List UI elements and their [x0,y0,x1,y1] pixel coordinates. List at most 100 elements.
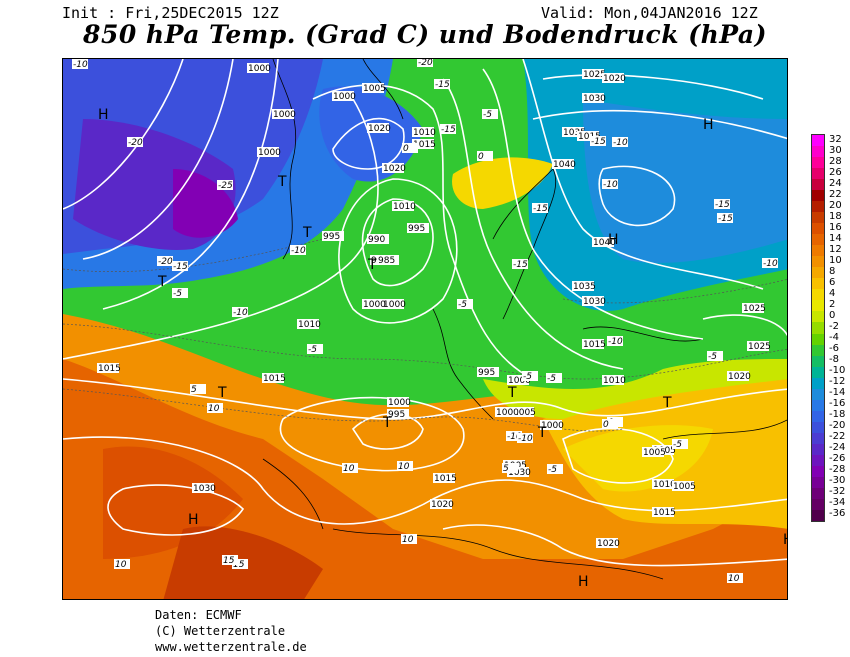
low-pressure-marker: T [537,425,547,441]
temp-label-bg [172,288,188,298]
pressure-label-bg [367,234,389,244]
legend-label: 26 [829,166,842,178]
pressure-label: 1000 [248,64,271,74]
temp-label-bg [72,59,88,69]
pressure-label: 1040 [553,160,576,170]
legend-label: 2 [829,298,836,310]
legend-label: -10 [829,365,846,377]
pressure-label-bg [412,139,434,149]
legend-swatch [812,322,824,334]
pressure-label-bg [540,420,562,430]
pressure-label: 1015 [98,364,121,374]
pressure-label-bg [562,127,584,137]
pressure-label: 1030 [508,468,531,478]
map-title: 850 hPa Temp. (Grad C) und Bodendruck (h… [83,20,767,49]
pressure-label-bg [602,375,624,385]
pressure-label-bg [430,499,452,509]
temp-label-bg [114,559,130,569]
legend-swatch [812,476,824,489]
pressure-label-bg [592,237,614,247]
temperature-label: 0 [603,420,609,430]
temp-label-bg [517,433,533,443]
temp-label-bg [707,351,723,361]
pressure-label: 1000 [333,92,356,102]
temperature-label: -15 [718,214,733,224]
temp-label-bg [477,151,493,161]
pressure-label: 995 [323,232,340,242]
legend-swatch [812,498,824,511]
legend-label: 6 [829,276,836,288]
legend-swatch [812,432,824,445]
temperature-label: 10 [402,535,414,545]
coastlines [262,59,787,580]
temp-label-bg [532,203,548,213]
pressure-label-bg [596,538,618,548]
pressure-label: 1010 [413,128,436,138]
temp-label-bg [157,256,173,266]
pressure-label: 1020 [597,539,620,549]
temp-label-bg [217,180,233,190]
legend-swatch [812,278,824,290]
high-pressure-marker: H [578,574,589,590]
temp-label-bg [546,373,562,383]
credit-copyright: (C) Wetterzentrale [155,624,286,638]
pressure-label-bg [382,299,404,309]
temperature-label: 5 [191,385,197,395]
weather-map[interactable]: 1000 1000 1005 1000 1000 1020 1010 1015 1020 1010… [62,58,788,600]
pressure-label-bg [392,201,414,211]
pressure-label-bg [652,479,674,489]
legend-label: 10 [829,254,842,266]
high-pressure-marker: H [783,532,788,548]
low-pressure-marker: T [382,415,392,431]
temperature-label: -10 [233,308,248,318]
legend-swatch [812,190,824,202]
pressure-label: 995 [408,224,425,234]
pressure-label: 1020 [603,74,626,84]
temperature-label: -15 [173,262,188,272]
legend-swatch [812,355,824,368]
legend-label: -34 [829,497,846,509]
pressure-label-bg [247,63,269,73]
pressure-label-bg [433,473,455,483]
legend-swatch [812,410,824,423]
low-pressure-marker: T [367,257,377,273]
pressure-label-bg [742,303,764,313]
legend-label: -24 [829,442,846,454]
temperature-label: 0 [403,144,409,154]
pressure-label: 985 [378,256,395,266]
pressure-label: 1000 [541,421,564,431]
temp-label-bg [607,336,623,346]
legend-swatch [812,388,824,401]
pressure-label: 1010 [393,202,416,212]
pressure-label-bg [552,159,574,169]
pressure-label: 1005 [363,84,386,94]
temp-field-scand-warm [452,157,553,209]
pressure-label-bg [747,341,769,351]
temperature-label: 10 [343,464,355,474]
low-pressure-marker: T [302,225,312,241]
temp-label-bg [397,461,413,471]
pressure-label: 1010 [653,480,676,490]
temperature-label: -5 [173,289,182,299]
legend-swatch [812,487,824,500]
temperature-label: 15 [233,560,245,570]
legend-label: -14 [829,387,846,399]
pressure-label-bg [387,409,409,419]
pressure-label-bg [332,91,354,101]
pressure-label-bg [727,371,749,381]
legend-swatch [812,344,824,357]
legend-label: 24 [829,177,842,189]
pressure-label: 1000 [273,110,296,120]
temp-label-bg [434,79,450,89]
legend-swatch [812,366,824,379]
pressure-label: 1015 [413,140,436,150]
legend-swatch [812,212,824,224]
pressure-label-bg [362,83,384,93]
pressure-label-bg [495,407,517,417]
temp-label-bg [172,261,188,271]
pressure-label: 1025 [583,70,606,80]
pressure-label-bg [582,69,604,79]
legend-swatch [812,421,824,434]
pressure-label: 1005 [643,448,666,458]
